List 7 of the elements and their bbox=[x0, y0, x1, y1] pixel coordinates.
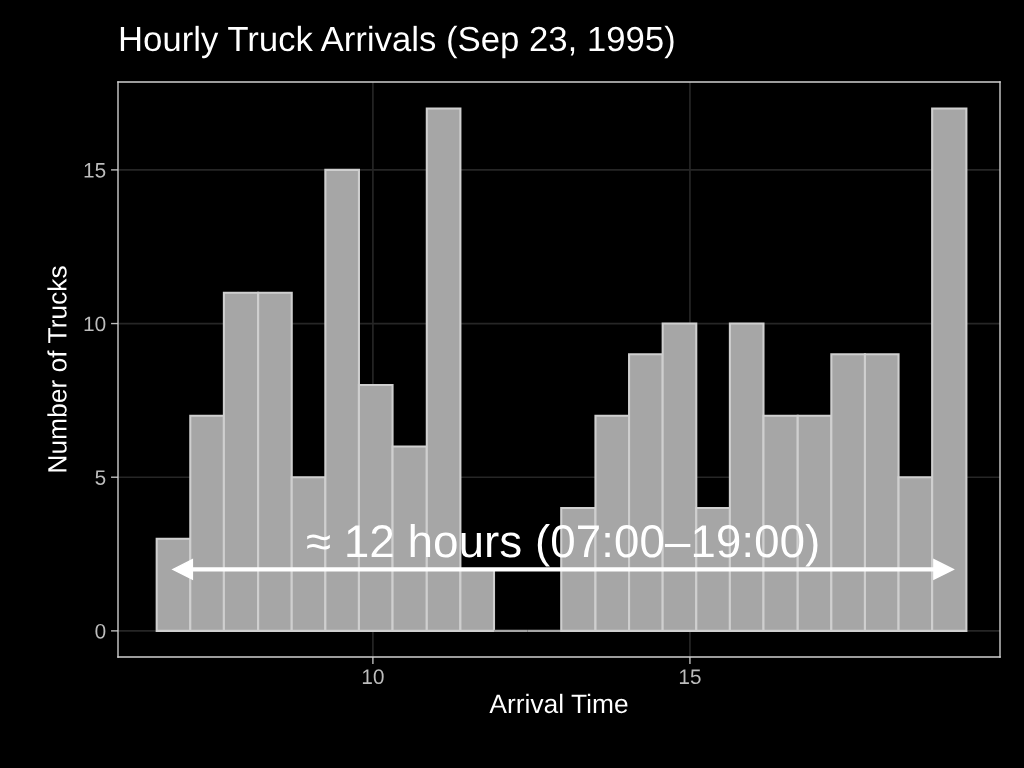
x-axis-title: Arrival Time bbox=[489, 693, 628, 714]
y-tick-label: 0 bbox=[95, 623, 106, 639]
chart-title: Hourly Truck Arrivals (Sep 23, 1995) bbox=[120, 25, 674, 59]
y-axis-title: Number of Trucks bbox=[47, 266, 67, 472]
y-tick-label: 15 bbox=[84, 163, 106, 178]
y-tick-label: 5 bbox=[95, 470, 106, 485]
y-tick-label: 10 bbox=[84, 316, 106, 332]
